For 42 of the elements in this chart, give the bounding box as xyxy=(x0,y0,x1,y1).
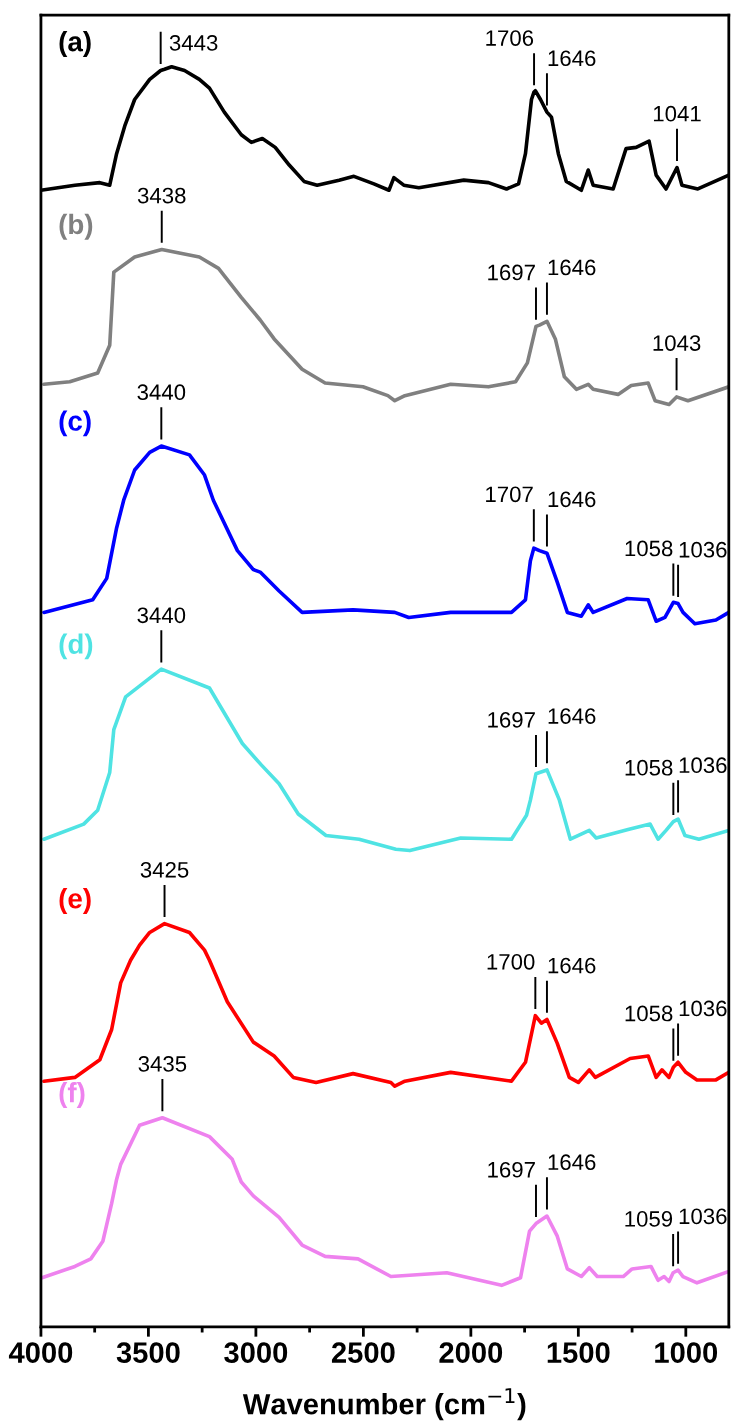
annotation: 1706 xyxy=(486,30,534,46)
x-tick-label: 4000 xyxy=(8,1342,73,1363)
text: (a) xyxy=(59,31,91,57)
annotation: 1036 xyxy=(679,541,727,558)
annotation: 1059 xyxy=(625,1211,673,1227)
annotation: 1646 xyxy=(548,1154,596,1171)
series-label: (d) xyxy=(59,633,93,660)
annotation: 1697 xyxy=(488,264,535,281)
series-label: (b) xyxy=(59,213,93,240)
x-tick-label: 1000 xyxy=(655,1342,718,1363)
annotation: 1646 xyxy=(548,957,596,974)
annotation: 1036 xyxy=(679,1208,727,1225)
annotation: 3438 xyxy=(137,187,186,204)
x-tick-label: 2000 xyxy=(439,1342,503,1363)
x-tick-label: 3000 xyxy=(224,1342,288,1363)
annotation: 3435 xyxy=(138,1056,187,1072)
annotation: 1707 xyxy=(486,486,533,503)
annotation: 1646 xyxy=(548,259,596,276)
annotation: 1058 xyxy=(625,540,673,557)
annotation: 1036 xyxy=(679,1000,727,1017)
text: (e) xyxy=(59,888,91,914)
annotation: 3440 xyxy=(137,384,186,401)
annotation: 3425 xyxy=(140,861,189,878)
annotation: 3440 xyxy=(137,607,186,624)
annotation: 1646 xyxy=(548,708,596,724)
annotation: 1646 xyxy=(548,50,596,67)
annotation: 1041 xyxy=(653,105,701,122)
annotation: 1646 xyxy=(548,491,596,508)
x-tick-label: 2500 xyxy=(331,1342,395,1363)
text: (f) xyxy=(59,1082,85,1108)
series-label: (c) xyxy=(59,410,91,437)
annotation: 3443 xyxy=(169,35,218,51)
annotation: 1036 xyxy=(679,757,727,774)
annotation: 1700 xyxy=(487,953,535,970)
x-tick-label: 1500 xyxy=(547,1342,610,1363)
annotation: 1697 xyxy=(488,711,535,728)
annotation: 1043 xyxy=(653,335,701,351)
x-axis-title: Wavenumber (cm$^{−1}$) xyxy=(242,1388,526,1421)
annotation: 1697 xyxy=(488,1161,535,1178)
x-tick-label: 3500 xyxy=(116,1342,180,1363)
annotation: 1058 xyxy=(625,759,673,776)
annotation: 1058 xyxy=(625,1005,673,1022)
